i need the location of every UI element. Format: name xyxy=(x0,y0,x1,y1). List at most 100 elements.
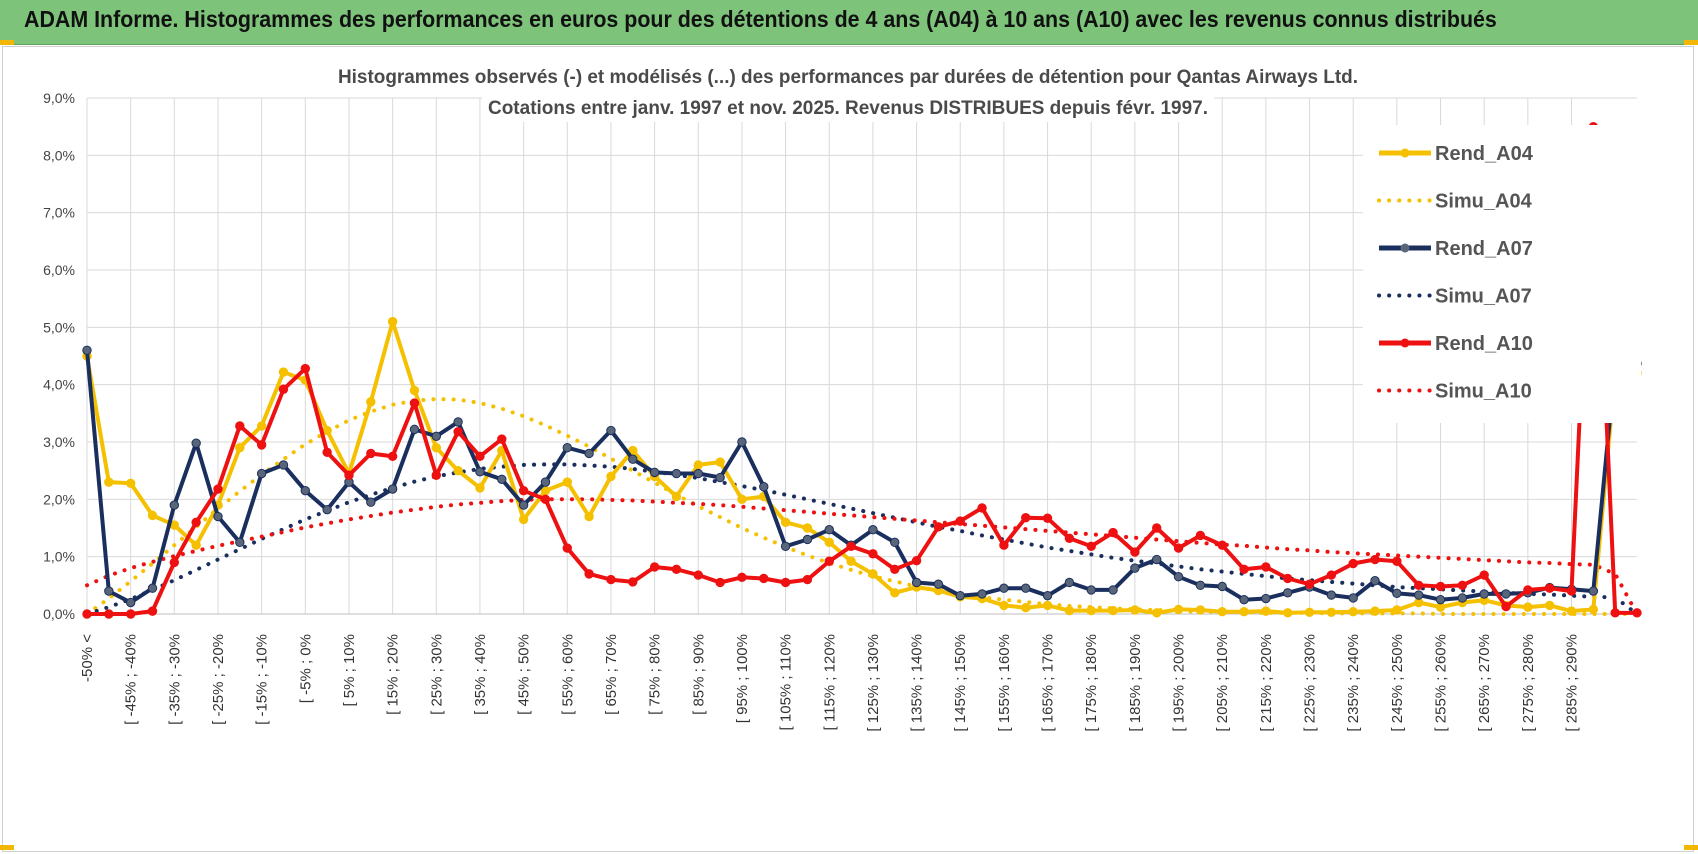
x-tick-label: [ 225% ; 230% xyxy=(1302,634,1319,732)
y-tick-label: 7,0% xyxy=(43,205,75,221)
point-Rend_A10 xyxy=(322,447,332,458)
point-Rend_A07 xyxy=(1392,588,1402,599)
point-Rend_A10 xyxy=(147,606,158,616)
point-Rend_A04 xyxy=(671,491,682,502)
point-Rend_A07 xyxy=(213,511,223,522)
point-Rend_A07 xyxy=(409,424,420,435)
point-Rend_A04 xyxy=(104,477,114,487)
x-tick-label: [ 145% ; 150% xyxy=(952,634,969,732)
point-Rend_A04 xyxy=(890,588,900,598)
point-Rend_A07 xyxy=(628,454,638,464)
legend-backing xyxy=(1363,125,1641,423)
point-Rend_A07 xyxy=(955,590,965,601)
point-Rend_A10 xyxy=(1348,558,1358,569)
point-Rend_A10 xyxy=(344,470,354,480)
point-Rend_A10 xyxy=(497,434,507,444)
corner-marker-right xyxy=(1684,40,1698,45)
point-Rend_A04 xyxy=(1544,600,1555,611)
point-Rend_A04 xyxy=(475,483,485,493)
point-Rend_A10 xyxy=(1566,586,1577,596)
banner-title: ADAM Informe. Histogrammes des performan… xyxy=(24,6,1497,32)
x-tick-label: [ 215% ; 220% xyxy=(1258,634,1275,732)
x-tick-label: [ 255% ; 260% xyxy=(1433,634,1450,732)
legend-marker-Rend_A04 xyxy=(1400,148,1410,158)
x-tick-label: [ 25% ; 30% xyxy=(428,634,445,715)
point-Rend_A10 xyxy=(628,577,638,587)
point-Rend_A07 xyxy=(1435,594,1446,605)
point-Rend_A10 xyxy=(1370,554,1380,565)
point-Rend_A04 xyxy=(409,385,420,396)
x-tick-label: [ 5% ; 10% xyxy=(341,634,358,707)
point-Rend_A07 xyxy=(235,537,245,548)
point-Rend_A04 xyxy=(235,443,245,453)
point-Rend_A07 xyxy=(82,345,92,355)
y-tick-label: 4,0% xyxy=(43,377,75,393)
point-Rend_A10 xyxy=(191,517,201,527)
point-Rend_A07 xyxy=(147,583,158,593)
point-Rend_A10 xyxy=(1152,523,1162,533)
point-Rend_A04 xyxy=(1523,602,1533,612)
x-tick-label: [ 165% ; 170% xyxy=(1040,634,1057,732)
point-Rend_A07 xyxy=(1479,589,1489,599)
point-Rend_A07 xyxy=(1042,590,1053,601)
y-tick-label: 5,0% xyxy=(43,319,75,335)
point-Rend_A04 xyxy=(1173,604,1184,615)
point-Rend_A10 xyxy=(1304,579,1315,589)
point-Rend_A10 xyxy=(1239,564,1249,574)
point-Rend_A07 xyxy=(1457,593,1468,603)
point-Rend_A07 xyxy=(1261,593,1271,604)
x-tick-label: [ 235% ; 240% xyxy=(1345,634,1362,732)
point-Rend_A04 xyxy=(1348,607,1358,617)
point-Rend_A04 xyxy=(278,367,289,377)
point-Rend_A10 xyxy=(213,484,223,494)
point-Rend_A10 xyxy=(366,448,376,459)
point-Rend_A10 xyxy=(693,570,703,580)
point-Rend_A04 xyxy=(802,523,813,533)
point-Rend_A10 xyxy=(955,516,965,526)
x-tick-label: [ -25% ; -20% xyxy=(210,634,227,725)
point-Rend_A04 xyxy=(1130,605,1140,615)
point-Rend_A04 xyxy=(1108,605,1118,616)
point-Rend_A10 xyxy=(235,421,245,431)
point-Rend_A07 xyxy=(1413,590,1424,600)
point-Rend_A10 xyxy=(1173,543,1184,553)
x-tick-label: [ 285% ; 290% xyxy=(1564,634,1581,732)
point-Rend_A10 xyxy=(1435,581,1446,592)
legend-label-Simu_A04: Simu_A04 xyxy=(1435,191,1533,213)
point-Rend_A07 xyxy=(671,468,682,479)
x-tick-label: [ -35% ; -30% xyxy=(166,634,183,725)
x-tick-label: [ 125% ; 130% xyxy=(865,634,882,732)
x-tick-label: [ 45% ; 50% xyxy=(516,634,533,715)
point-Rend_A04 xyxy=(125,478,136,488)
point-Rend_A10 xyxy=(1064,533,1075,544)
point-Rend_A10 xyxy=(1130,547,1140,557)
x-tick-label: [ 205% ; 210% xyxy=(1214,634,1231,732)
point-Rend_A10 xyxy=(1042,513,1053,523)
point-Rend_A07 xyxy=(715,472,725,483)
point-Rend_A10 xyxy=(1501,601,1511,612)
point-Rend_A04 xyxy=(1239,607,1249,617)
series-Simu_A10 xyxy=(85,497,1639,616)
chart-title-layer: Histogrammes observés (-) et modélisés (… xyxy=(332,64,1364,122)
point-Rend_A07 xyxy=(431,431,441,441)
point-Rend_A10 xyxy=(82,609,92,619)
corner-marker-bottom-right xyxy=(1684,845,1698,850)
series-Simu_A04 xyxy=(85,397,1639,616)
point-Rend_A07 xyxy=(540,477,551,487)
point-Rend_A10 xyxy=(715,577,725,588)
point-Rend_A10 xyxy=(431,470,441,480)
point-Rend_A07 xyxy=(366,497,376,507)
point-Rend_A07 xyxy=(256,468,267,479)
point-Rend_A10 xyxy=(824,556,834,566)
point-Rend_A04 xyxy=(1152,608,1162,618)
legend-label-Rend_A04: Rend_A04 xyxy=(1435,143,1534,165)
point-Rend_A10 xyxy=(737,572,747,583)
point-Rend_A07 xyxy=(890,537,900,548)
point-Rend_A04 xyxy=(1217,607,1227,617)
legend-marker-Rend_A07 xyxy=(1400,243,1410,253)
point-Rend_A10 xyxy=(1021,512,1031,523)
point-Rend_A04 xyxy=(1195,605,1206,615)
point-Rend_A07 xyxy=(1086,585,1096,595)
point-Rend_A10 xyxy=(1283,573,1293,584)
point-Rend_A04 xyxy=(868,569,878,579)
